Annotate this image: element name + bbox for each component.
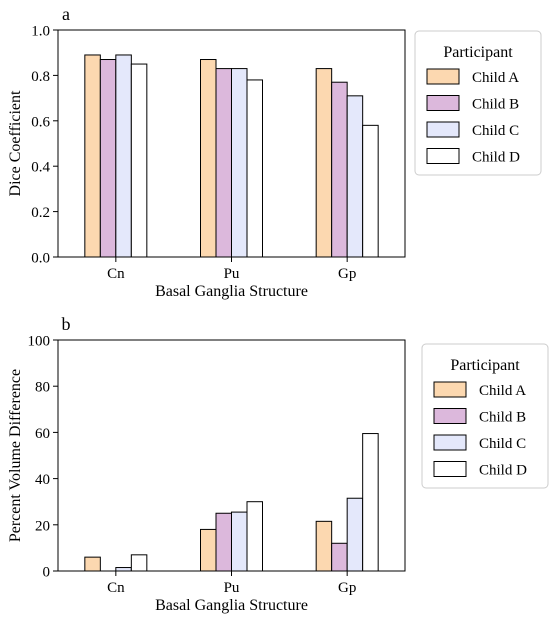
y-tick-label: 20 <box>35 518 50 534</box>
x-axis-label: Basal Ganglia Structure <box>155 283 308 300</box>
y-axis-label: Percent Volume Difference <box>7 369 24 542</box>
panel-b: b 0 20 40 60 80 100 Cn Pu Gp Basal Ganglia Structu… <box>7 314 549 614</box>
bar-child-b-pu <box>215 68 232 258</box>
legend-entry: Child D <box>472 150 520 166</box>
y-tick-label: 1.0 <box>31 24 50 40</box>
x-tick-label: Pu <box>224 580 240 596</box>
bar-child-a-cn <box>84 556 101 572</box>
bar-child-c-pu <box>231 511 248 572</box>
y-tick-label: 0 <box>43 565 51 581</box>
legend-entry: Child C <box>479 436 526 452</box>
y-tick-label: 60 <box>35 426 50 442</box>
legend-entry: Child A <box>479 383 526 399</box>
y-tick-label: 0.2 <box>31 205 50 221</box>
legend-entry: Child A <box>472 70 519 86</box>
bar-child-b-cn <box>99 59 117 258</box>
legend-swatch-child-c <box>426 121 460 138</box>
y-tick-label: 100 <box>28 334 51 350</box>
legend-box <box>414 30 542 176</box>
legend-swatch-child-d <box>426 148 460 164</box>
bar-child-d-cn <box>130 63 148 258</box>
bar-child-c-gp <box>346 497 364 572</box>
legend-swatch-child-a <box>433 381 467 398</box>
x-axis-label: Basal Ganglia Structure <box>155 597 308 614</box>
bar-child-b-pu <box>215 512 232 572</box>
legend: Participant Child A Child B Child C Child D <box>421 343 549 489</box>
x-tick-label: Pu <box>224 266 240 282</box>
panel-label: b <box>62 314 71 334</box>
legend-swatch-child-c <box>433 434 467 451</box>
bar-child-a-cn <box>84 54 101 258</box>
bar-child-c-cn <box>115 54 132 258</box>
x-tick-label: Gp <box>338 266 356 282</box>
bar-child-c-pu <box>231 68 248 258</box>
bar-child-c-cn <box>115 567 132 572</box>
legend-swatch-child-d <box>433 461 467 477</box>
legend-entry: Child B <box>472 97 519 113</box>
legend-swatch-child-b <box>433 408 467 424</box>
y-tick-label: 0.8 <box>31 69 50 85</box>
x-tick-label: Gp <box>338 580 356 596</box>
bar-child-a-gp <box>315 520 333 572</box>
legend: Participant Child A Child B Child C Child D <box>414 30 542 176</box>
y-tick-label: 40 <box>35 472 50 488</box>
y-tick-label: 0.4 <box>31 160 50 176</box>
bar-child-d-pu <box>246 501 263 572</box>
legend-entry: Child B <box>479 410 526 426</box>
y-tick-label: 80 <box>35 380 50 396</box>
bar-child-a-pu <box>200 59 217 258</box>
bar-child-d-gp <box>362 433 379 572</box>
bar-child-d-cn <box>130 554 148 572</box>
bar-child-d-pu <box>246 79 263 258</box>
panel-a: a 0.0 0.2 0.4 0.6 0.8 1.0 Cn Pu Gp Basal Ganglia S… <box>7 4 542 300</box>
panel-label: a <box>62 4 70 24</box>
legend-swatch-child-a <box>426 68 460 85</box>
bar-child-a-gp <box>315 68 333 258</box>
bar-child-c-gp <box>346 95 364 258</box>
bar-child-a-pu <box>200 528 217 572</box>
y-axis-label: Dice Coefficient <box>7 90 24 196</box>
legend-entry: Child D <box>479 463 527 479</box>
y-tick-label: 0.6 <box>31 114 50 130</box>
legend-title: Participant <box>450 357 520 374</box>
y-tick-label: 0.0 <box>31 251 50 267</box>
x-tick-label: Cn <box>107 266 125 282</box>
bar-child-b-gp <box>331 81 348 258</box>
legend-box <box>421 343 549 489</box>
legend-entry: Child C <box>472 123 519 139</box>
x-tick-label: Cn <box>107 580 125 596</box>
bar-child-b-gp <box>331 542 348 572</box>
legend-title: Participant <box>443 44 513 61</box>
legend-swatch-child-b <box>426 95 460 111</box>
bar-child-d-gp <box>362 124 379 258</box>
